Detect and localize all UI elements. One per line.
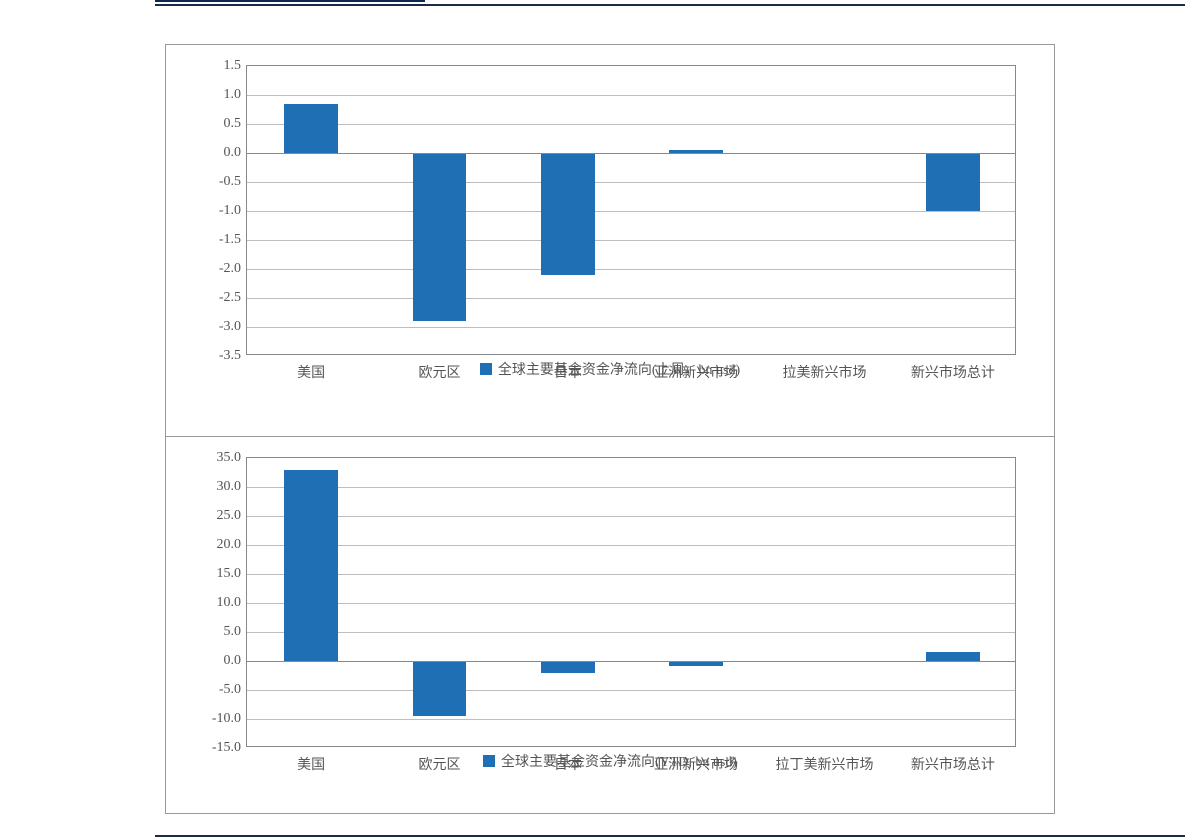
x-tick-label: 亚洲新兴市场 [654,362,738,382]
x-tick-label: 美国 [297,754,325,774]
gridline [247,632,1015,633]
gridline [247,240,1015,241]
y-tick-label: 15.0 [217,566,242,582]
y-tick-label: 0.0 [224,145,242,161]
gridline [247,516,1015,517]
y-tick-label: 0.5 [224,116,242,132]
chart-panel-last-week: -3.5-3.0-2.5-2.0-1.5-1.0-0.50.00.51.01.5… [166,65,1054,437]
gridline [247,574,1015,575]
bar [413,153,467,321]
x-tick-label: 日本 [554,754,582,774]
x-tick-label: 新兴市场总计 [911,754,995,774]
y-tick-label: 30.0 [217,479,242,495]
y-tick-label: -5.0 [219,682,241,698]
y-tick-label: -2.0 [219,261,241,277]
y-tick-label: 20.0 [217,537,242,553]
x-tick-label: 拉美新兴市场 [783,362,867,382]
y-tick-label: 1.5 [224,58,242,74]
y-tick-label: 25.0 [217,508,242,524]
x-tick-label: 欧元区 [419,362,461,382]
header-accent-bar [155,0,425,2]
gridline [247,719,1015,720]
gridline [247,690,1015,691]
gridline [247,182,1015,183]
y-tick-label: -3.0 [219,319,241,335]
gridline [247,487,1015,488]
y-tick-label: -3.5 [219,348,241,364]
bar [413,661,467,716]
gridline [247,95,1015,96]
x-tick-label: 日本 [554,362,582,382]
gridline [247,298,1015,299]
zero-axis-line [247,153,1015,154]
y-tick-label: 0.0 [224,653,242,669]
charts-wrapper: -3.5 -3.0 -2.5 -2.0 -1.5 -1.0 -0.5 0.0 0.5 1.0 1.5… [165,44,1055,814]
zero-axis-line [247,661,1015,662]
y-tick-label: 35.0 [217,450,242,466]
x-tick-label: 拉丁美新兴市场 [776,754,874,774]
gridline [247,211,1015,212]
y-tick-label: 10.0 [217,595,242,611]
bar [284,104,338,153]
plot-area-ytd: -15.0-10.0-5.00.05.010.015.020.025.030.0… [246,457,1016,747]
plot-area-last-week: -3.5-3.0-2.5-2.0-1.5-1.0-0.50.00.51.01.5… [246,65,1016,355]
bar [926,153,980,211]
y-tick-label: -15.0 [212,740,241,756]
gridline [247,603,1015,604]
bar [926,652,980,661]
y-tick-label: -0.5 [219,174,241,190]
gridline [247,269,1015,270]
x-tick-label: 新兴市场总计 [911,362,995,382]
gridline [247,545,1015,546]
y-tick-label: 5.0 [224,624,242,640]
y-tick-label: 1.0 [224,87,242,103]
gridline [247,327,1015,328]
y-tick-label: -1.0 [219,203,241,219]
bar [284,470,338,661]
gridline [247,124,1015,125]
bar [541,661,595,673]
legend-swatch-icon [480,363,492,375]
x-tick-label: 欧元区 [419,754,461,774]
chart-panel-ytd: -15.0 -10.0 -5.0 0.0 5.0 10.0 15.0 20.0 25.0 30.0… [166,457,1054,829]
y-tick-label: -10.0 [212,711,241,727]
x-tick-label: 美国 [297,362,325,382]
legend-swatch-icon [483,755,495,767]
y-tick-label: -2.5 [219,290,241,306]
y-tick-label: -1.5 [219,232,241,248]
x-tick-label: 亚洲新兴市场 [654,754,738,774]
bar [541,153,595,275]
